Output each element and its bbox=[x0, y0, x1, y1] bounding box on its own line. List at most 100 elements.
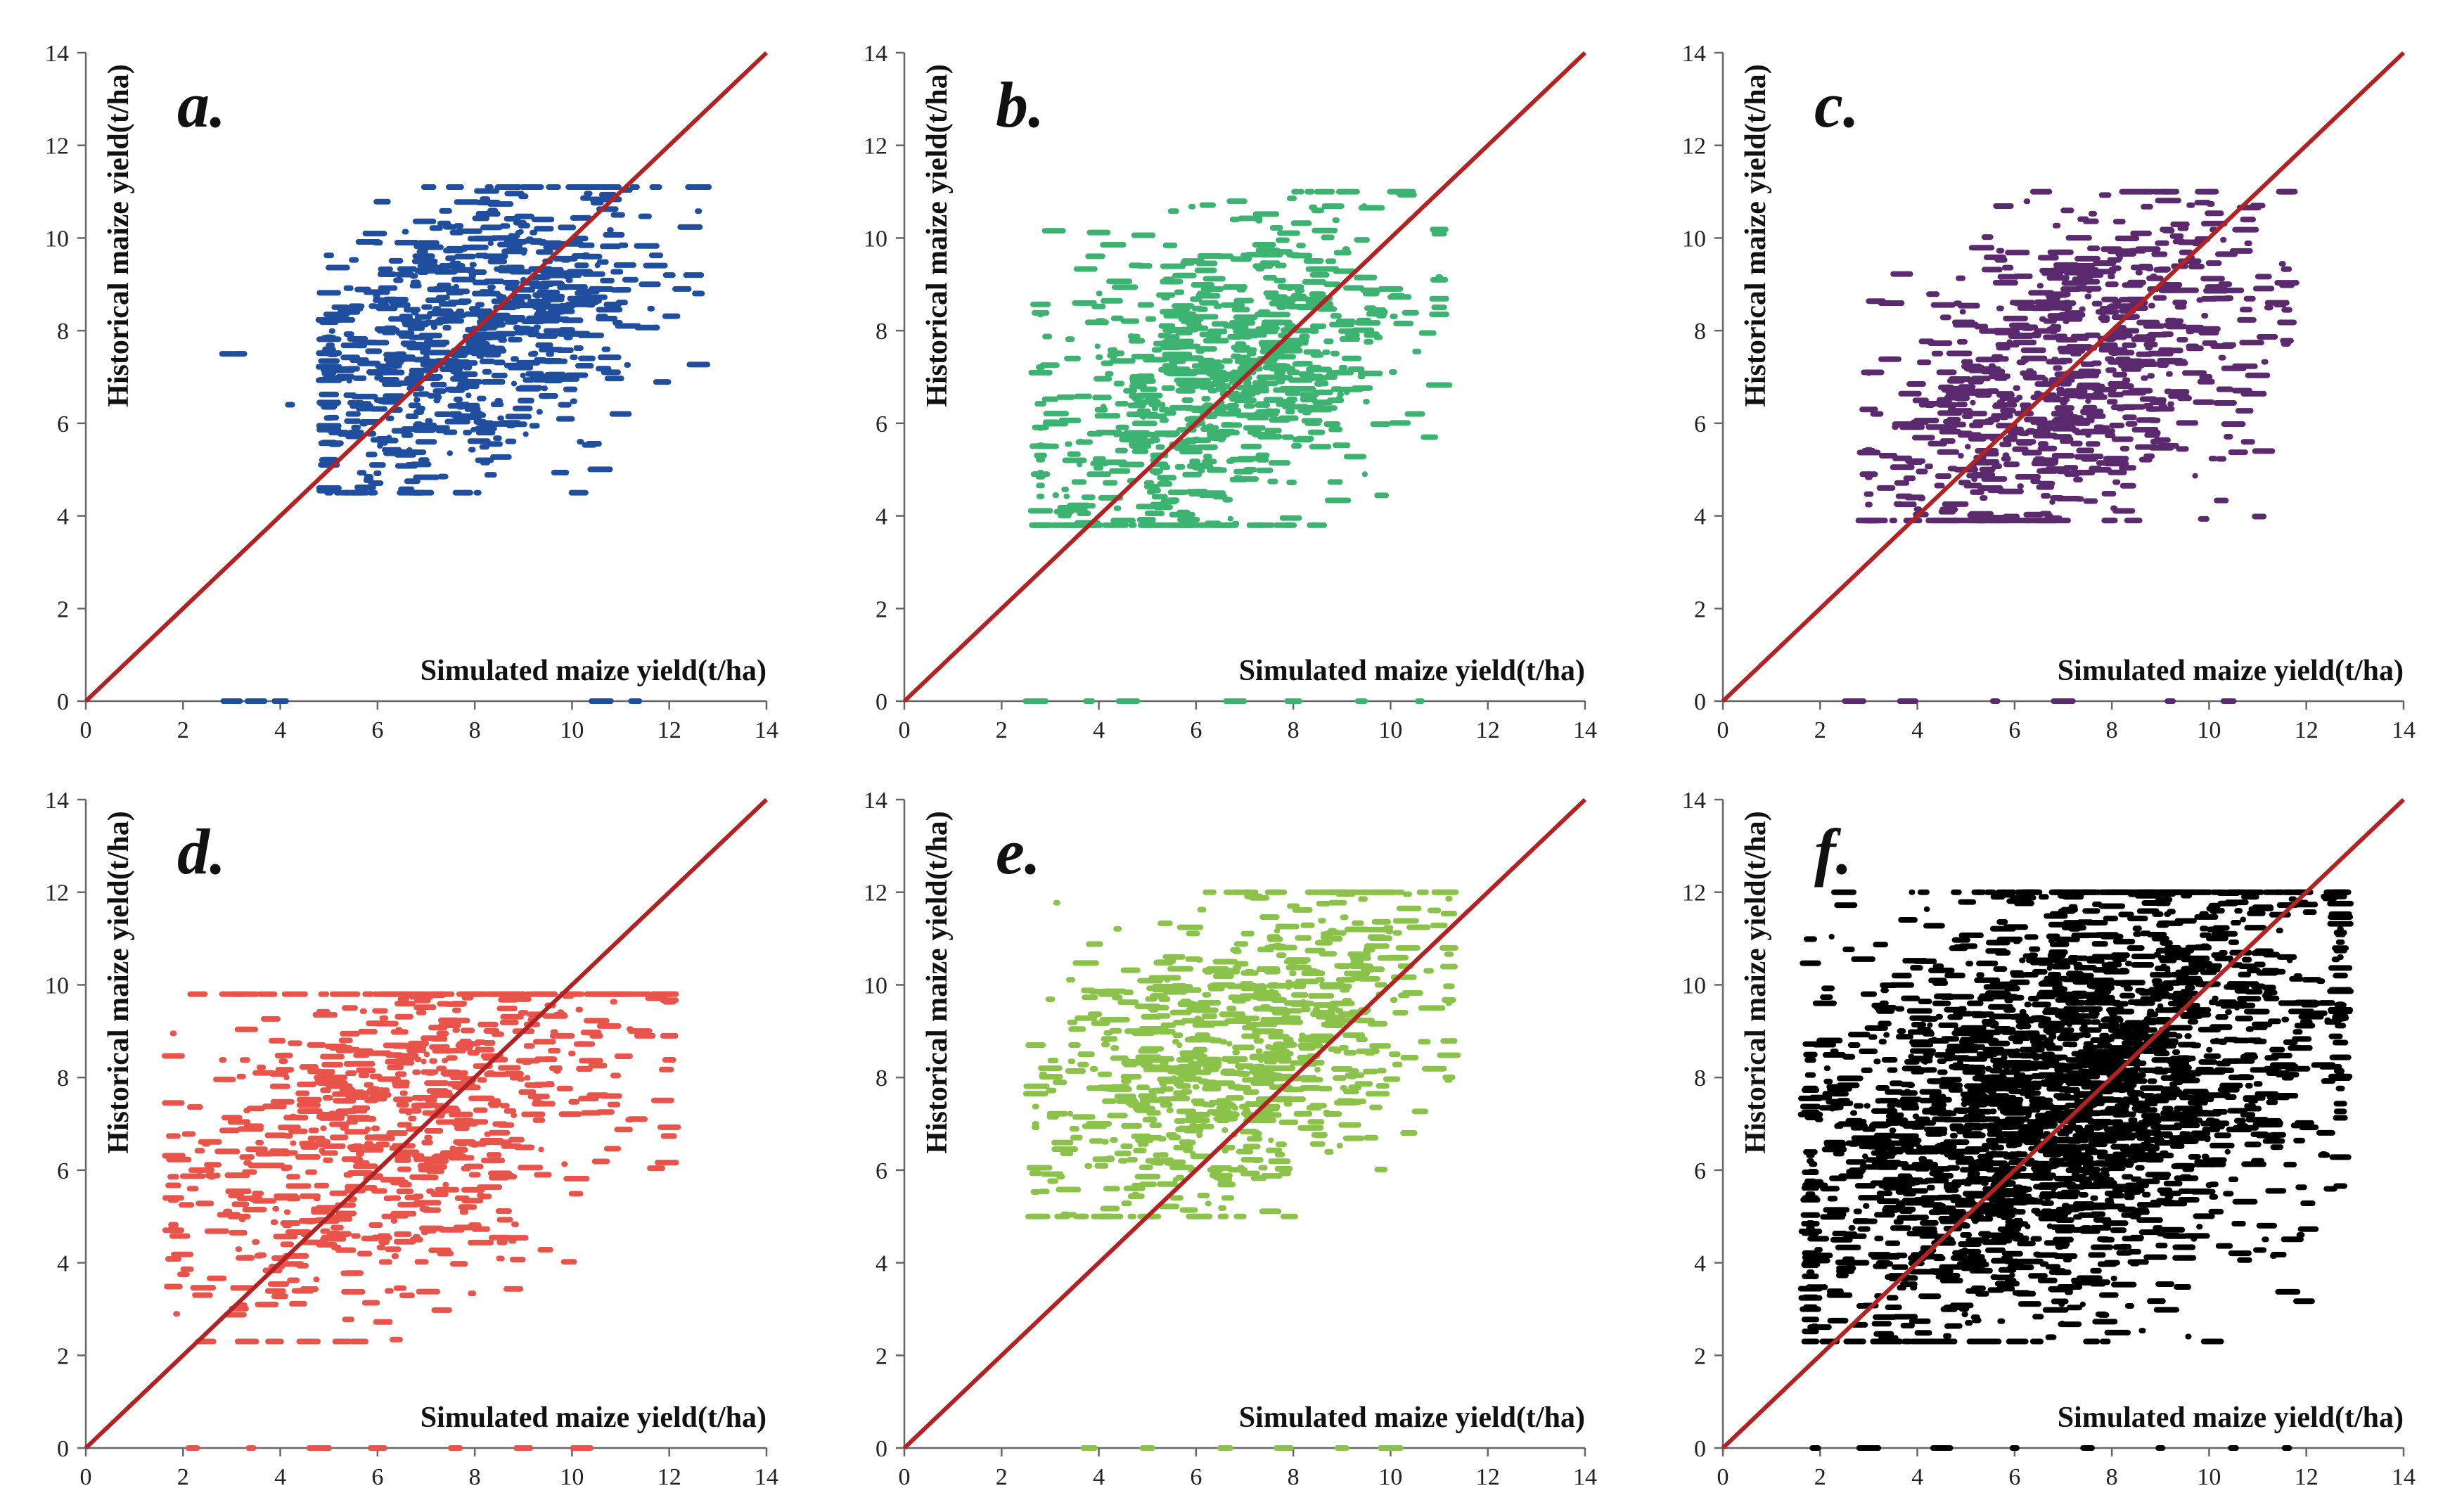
data-point bbox=[580, 195, 592, 201]
data-point bbox=[217, 1212, 241, 1218]
y-tick-label: 14 bbox=[864, 788, 887, 814]
data-point bbox=[2063, 392, 2083, 399]
data-point bbox=[2151, 978, 2162, 985]
data-point bbox=[1136, 517, 1156, 523]
data-point bbox=[2205, 260, 2222, 267]
data-point bbox=[1095, 354, 1103, 360]
data-point bbox=[1970, 389, 1986, 395]
data-point bbox=[594, 262, 601, 269]
x-tick-label: 2 bbox=[1814, 1464, 1826, 1490]
data-point bbox=[556, 1085, 573, 1091]
data-point bbox=[1243, 380, 1252, 386]
data-point bbox=[256, 1064, 267, 1070]
data-point bbox=[1252, 241, 1276, 248]
data-point bbox=[1326, 397, 1345, 404]
data-points bbox=[1797, 889, 2354, 1451]
data-point bbox=[1153, 340, 1172, 347]
data-point bbox=[1144, 394, 1159, 400]
data-point bbox=[1336, 1142, 1343, 1148]
y-tick-label: 0 bbox=[876, 689, 887, 715]
data-point bbox=[315, 364, 342, 370]
data-point bbox=[1120, 967, 1141, 973]
data-point bbox=[2228, 1250, 2252, 1257]
data-point bbox=[1120, 318, 1140, 324]
data-point bbox=[1925, 424, 1952, 430]
data-point bbox=[428, 374, 443, 380]
data-point bbox=[1338, 889, 1350, 895]
data-point bbox=[2025, 428, 2051, 435]
data-point bbox=[416, 240, 440, 246]
data-point bbox=[560, 1259, 577, 1265]
data-point bbox=[2154, 397, 2167, 403]
data-point bbox=[1429, 311, 1449, 317]
data-point bbox=[2188, 263, 2205, 269]
data-point bbox=[449, 411, 462, 417]
data-point bbox=[558, 402, 572, 408]
data-point bbox=[313, 1196, 321, 1202]
data-point bbox=[1936, 397, 1953, 403]
data-point bbox=[351, 393, 378, 399]
data-point bbox=[405, 1110, 413, 1116]
data-point bbox=[1961, 359, 1973, 365]
data-point bbox=[1149, 468, 1163, 474]
data-point bbox=[1159, 1056, 1175, 1062]
data-point bbox=[1032, 1103, 1039, 1110]
data-point bbox=[1851, 956, 1875, 962]
data-point bbox=[2008, 333, 2034, 340]
data-point bbox=[2132, 925, 2142, 932]
data-point bbox=[421, 1058, 427, 1065]
data-point bbox=[1161, 385, 1175, 391]
data-point bbox=[1123, 387, 1137, 394]
data-point bbox=[1300, 922, 1315, 928]
data-point bbox=[1357, 373, 1366, 380]
x-tick-label: 4 bbox=[1911, 1464, 1923, 1490]
data-point bbox=[1983, 254, 2006, 260]
data-point bbox=[531, 217, 555, 223]
data-point bbox=[351, 424, 361, 430]
data-point bbox=[518, 193, 529, 200]
data-point bbox=[323, 312, 350, 318]
data-point bbox=[1243, 425, 1266, 431]
data-point bbox=[1118, 461, 1145, 468]
data-point bbox=[2209, 1142, 2235, 1148]
data-point bbox=[424, 1096, 437, 1103]
data-point bbox=[278, 1058, 288, 1064]
data-point bbox=[471, 290, 492, 297]
data-point bbox=[1255, 1048, 1263, 1054]
data-point bbox=[424, 1080, 449, 1087]
data-point bbox=[1112, 284, 1139, 290]
data-point bbox=[1365, 1091, 1390, 1097]
data-point bbox=[414, 1056, 422, 1063]
data-point bbox=[1412, 348, 1422, 354]
data-point bbox=[1191, 305, 1203, 312]
data-point bbox=[269, 1083, 290, 1089]
data-point bbox=[1172, 1020, 1186, 1026]
data-point bbox=[1287, 903, 1300, 909]
data-point bbox=[463, 430, 472, 436]
data-point bbox=[534, 1172, 552, 1178]
data-point bbox=[1101, 1139, 1109, 1145]
data-point bbox=[1885, 1117, 1895, 1123]
data-point bbox=[1439, 944, 1458, 951]
data-point bbox=[414, 268, 436, 274]
data-point bbox=[2110, 1275, 2117, 1281]
data-point bbox=[409, 1236, 423, 1243]
data-point bbox=[1333, 442, 1351, 449]
data-point bbox=[442, 324, 451, 331]
data-point bbox=[595, 315, 618, 321]
x-tick-label: 4 bbox=[274, 1464, 286, 1490]
data-point bbox=[1095, 430, 1122, 436]
data-point bbox=[499, 1019, 519, 1025]
data-point bbox=[1264, 889, 1288, 895]
data-point bbox=[504, 184, 519, 190]
data-point bbox=[1138, 383, 1148, 389]
data-point bbox=[1314, 940, 1333, 946]
data-point bbox=[1297, 188, 1304, 195]
data-point bbox=[239, 1057, 250, 1063]
data-point bbox=[2243, 1008, 2270, 1015]
data-point bbox=[496, 241, 513, 248]
data-point bbox=[421, 1139, 433, 1146]
data-point bbox=[546, 351, 555, 357]
data-point bbox=[475, 200, 501, 206]
data-point bbox=[1160, 263, 1186, 269]
